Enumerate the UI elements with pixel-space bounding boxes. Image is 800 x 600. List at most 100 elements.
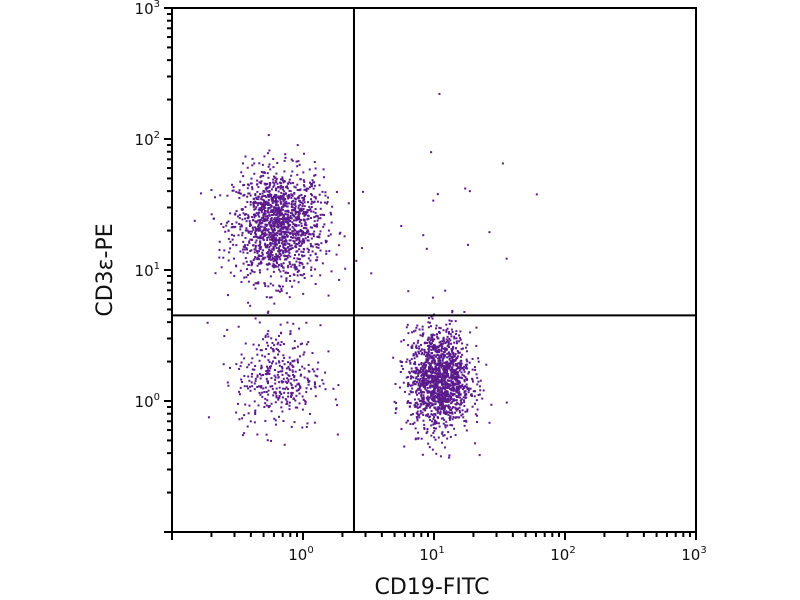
data-point	[275, 213, 278, 216]
data-point	[422, 394, 425, 397]
data-point	[467, 387, 470, 390]
data-point	[347, 202, 350, 205]
data-point	[260, 207, 263, 210]
data-point	[415, 437, 418, 440]
data-point	[264, 227, 267, 230]
data-point	[289, 382, 292, 385]
data-point	[269, 256, 272, 259]
data-point	[303, 188, 306, 191]
data-point	[461, 409, 464, 412]
data-point	[296, 232, 299, 235]
data-point	[234, 225, 237, 228]
data-point	[456, 365, 459, 368]
data-point	[312, 235, 315, 238]
data-point	[477, 380, 480, 383]
data-point	[266, 172, 269, 175]
data-point	[305, 391, 308, 394]
data-point	[428, 386, 431, 389]
data-point	[442, 368, 445, 371]
data-point	[278, 210, 281, 213]
data-point	[268, 361, 271, 364]
data-point	[279, 208, 282, 211]
data-point	[268, 184, 271, 187]
data-point	[232, 257, 235, 260]
data-point	[433, 359, 436, 362]
data-point	[257, 225, 260, 228]
data-point	[474, 413, 477, 416]
data-point	[279, 187, 282, 190]
data-point	[461, 353, 464, 356]
data-point	[275, 254, 278, 257]
data-point	[411, 344, 414, 347]
data-point	[461, 373, 464, 376]
data-point	[454, 353, 457, 356]
data-point	[433, 376, 436, 379]
data-point	[299, 244, 302, 247]
data-point	[254, 411, 257, 414]
data-point	[281, 198, 284, 201]
data-point	[278, 394, 281, 397]
data-point	[271, 242, 274, 245]
data-point	[465, 429, 468, 432]
data-point	[450, 389, 453, 392]
data-point	[315, 246, 318, 249]
data-point	[430, 342, 433, 345]
data-point	[265, 433, 268, 436]
data-point	[241, 218, 244, 221]
data-point	[450, 356, 453, 359]
data-point	[293, 279, 296, 282]
data-point	[248, 404, 251, 407]
data-point	[431, 399, 434, 402]
data-point	[252, 235, 255, 238]
data-point	[458, 340, 461, 343]
data-point	[281, 410, 284, 413]
data-point	[413, 421, 416, 424]
data-point	[432, 396, 435, 399]
data-point	[290, 203, 293, 206]
data-point	[301, 254, 304, 257]
data-point	[218, 256, 221, 259]
data-point	[269, 244, 272, 247]
data-point	[431, 360, 434, 363]
data-point	[421, 390, 424, 393]
data-point	[452, 385, 455, 388]
data-point	[448, 456, 451, 459]
data-point	[285, 201, 288, 204]
data-point	[271, 235, 274, 238]
data-point	[287, 395, 290, 398]
data-point	[407, 400, 410, 403]
data-point	[434, 365, 437, 368]
data-point	[279, 222, 282, 225]
data-point	[288, 202, 291, 205]
data-point	[308, 209, 311, 212]
data-point	[409, 362, 412, 365]
data-point	[450, 372, 453, 375]
data-point	[426, 405, 429, 408]
x-tick-labels: 100 101 102 103	[288, 545, 706, 564]
data-point	[431, 333, 434, 336]
data-point	[297, 204, 300, 207]
data-point	[291, 170, 294, 173]
data-point	[239, 228, 242, 231]
data-point	[428, 354, 431, 357]
data-point	[280, 254, 283, 257]
data-point	[452, 389, 455, 392]
data-point	[286, 246, 289, 249]
data-point	[419, 412, 422, 415]
data-point	[269, 203, 272, 206]
data-point	[310, 244, 313, 247]
data-point	[264, 284, 267, 287]
data-point	[435, 324, 438, 327]
data-point	[259, 260, 262, 263]
data-point	[440, 356, 443, 359]
data-point	[283, 198, 286, 201]
data-point	[419, 391, 422, 394]
data-point	[286, 377, 289, 380]
data-point	[454, 379, 457, 382]
data-point	[282, 219, 285, 222]
data-point	[467, 371, 470, 374]
data-point	[461, 377, 464, 380]
data-point	[297, 212, 300, 215]
data-point	[259, 349, 262, 352]
data-point	[283, 231, 286, 234]
